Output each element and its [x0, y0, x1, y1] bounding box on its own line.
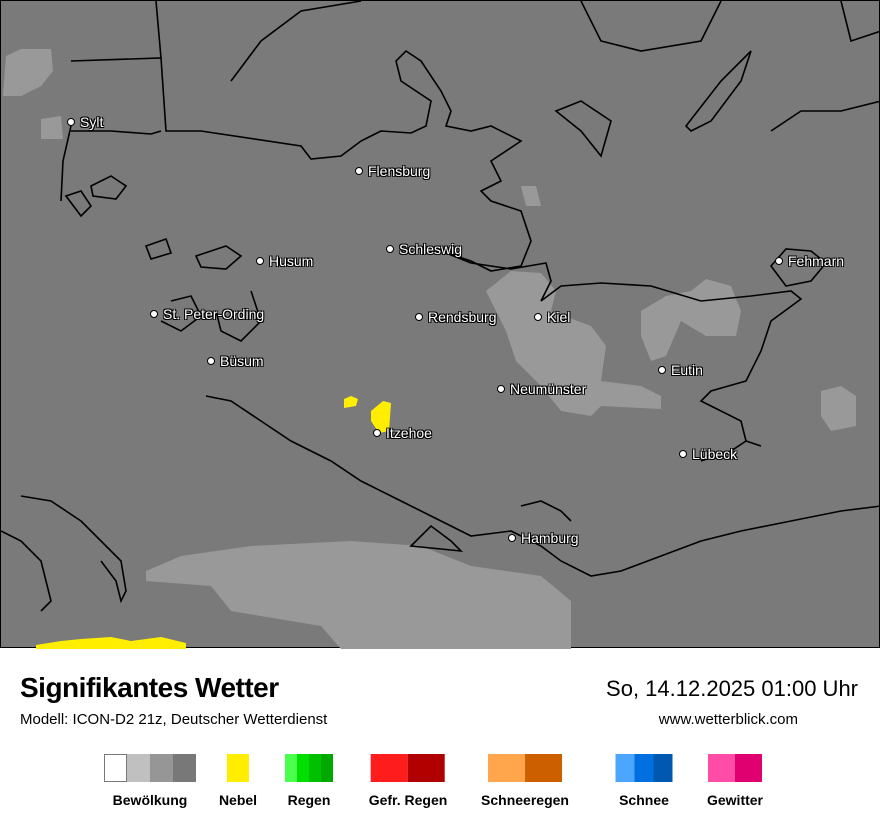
legend-label: Regen: [287, 792, 331, 808]
legend-item-gefr-regen: Gefr. Regen: [368, 754, 448, 808]
city-label: Fehmarn: [788, 253, 845, 269]
fog-areas: [36, 396, 391, 649]
legend-swatch: [371, 754, 408, 782]
legend-item-bewoelkung: Bewölkung: [104, 754, 196, 808]
legend-item-schneeregen: Schneeregen: [481, 754, 569, 808]
city-label: Büsum: [220, 353, 264, 369]
city-label: Eutin: [671, 362, 703, 378]
city-dot-icon: [207, 357, 215, 365]
page-title: Signifikantes Wetter: [20, 672, 279, 703]
city-dot-icon: [658, 366, 666, 374]
city-marker: Büsum: [207, 353, 264, 369]
legend-item-regen: Regen: [285, 754, 333, 808]
city-marker: Husum: [256, 253, 313, 269]
legend-swatch: [653, 754, 673, 782]
city-marker: Lübeck: [679, 446, 737, 462]
legend-swatch: [127, 754, 150, 782]
legend-swatch: [634, 754, 654, 782]
city-marker: Hamburg: [508, 530, 579, 546]
legend-swatch: [707, 754, 735, 782]
city-marker: Kiel: [534, 309, 570, 325]
city-dot-icon: [775, 257, 783, 265]
city-dot-icon: [256, 257, 264, 265]
city-label: Schleswig: [399, 241, 463, 257]
city-marker: Neumünster: [497, 381, 586, 397]
legend-swatch: [488, 754, 525, 782]
city-label: Lübeck: [692, 446, 738, 462]
legend-swatch: [321, 754, 333, 782]
city-dot-icon: [508, 534, 516, 542]
city-label: Itzehoe: [386, 425, 432, 441]
city-dot-icon: [386, 245, 394, 253]
legend-item-nebel: Nebel: [219, 754, 257, 808]
legend-label: Nebel: [218, 792, 258, 808]
legend-label: Schnee: [619, 792, 669, 808]
legend-swatches: [488, 754, 562, 782]
city-dot-icon: [534, 313, 542, 321]
city-dot-icon: [67, 118, 75, 126]
legend-swatch: [227, 754, 249, 782]
city-dot-icon: [415, 313, 423, 321]
legend-swatch: [297, 754, 309, 782]
city-marker: Fehmarn: [775, 253, 844, 269]
city-label: Kiel: [547, 309, 571, 325]
website-link[interactable]: www.wetterblick.com: [658, 711, 798, 728]
legend-swatch: [615, 754, 635, 782]
legend-swatch: [734, 754, 762, 782]
legend-swatch: [525, 754, 562, 782]
weather-map: Sylt Flensburg Schleswig Husum St. Peter…: [0, 0, 880, 649]
legend-swatch: [309, 754, 321, 782]
legend-label: Bewölkung: [112, 792, 188, 808]
legend-swatches: [285, 754, 333, 782]
legend-label: Gewitter: [706, 792, 764, 808]
legend-swatches: [615, 754, 673, 782]
city-label: Flensburg: [368, 163, 431, 179]
city-dot-icon: [373, 429, 381, 437]
city-marker: Eutin: [658, 362, 703, 378]
legend-swatch: [408, 754, 445, 782]
city-dot-icon: [355, 167, 363, 175]
city-marker: Flensburg: [355, 163, 430, 179]
legend: Bewölkung Nebel Regen Gefr. Regen Schnee…: [0, 754, 880, 814]
coastlines-borders: [1, 1, 880, 612]
city-marker: Itzehoe: [373, 425, 432, 441]
city-label: Sylt: [80, 114, 104, 130]
city-marker: St. Peter-Ording: [150, 306, 264, 322]
legend-swatches: [227, 754, 249, 782]
legend-swatch: [104, 754, 127, 782]
legend-swatches: [371, 754, 445, 782]
city-dot-icon: [497, 385, 505, 393]
city-dot-icon: [150, 310, 158, 318]
cloud-areas: [3, 49, 856, 649]
legend-swatches: [104, 754, 196, 782]
legend-label: Gefr. Regen: [368, 792, 448, 808]
legend-swatch: [150, 754, 173, 782]
city-marker: Rendsburg: [415, 309, 497, 325]
map-layer: [1, 1, 880, 649]
city-label: Hamburg: [521, 530, 579, 546]
city-label: St. Peter-Ording: [163, 306, 265, 322]
legend-swatches: [707, 754, 762, 782]
legend-item-gewitter: Gewitter: [707, 754, 763, 808]
legend-item-schnee: Schnee: [615, 754, 673, 808]
legend-label: Schneeregen: [481, 792, 569, 808]
city-label: Neumünster: [510, 381, 587, 397]
city-label: Rendsburg: [428, 309, 497, 325]
legend-swatch: [173, 754, 196, 782]
city-label: Husum: [269, 253, 314, 269]
city-dot-icon: [679, 450, 687, 458]
legend-swatch: [285, 754, 297, 782]
model-subtitle: Modell: ICON-D2 21z, Deutscher Wetterdie…: [20, 711, 328, 728]
city-marker: Schleswig: [386, 241, 462, 257]
city-marker: Sylt: [67, 114, 103, 130]
forecast-datetime: So, 14.12.2025 01:00 Uhr: [606, 676, 858, 701]
